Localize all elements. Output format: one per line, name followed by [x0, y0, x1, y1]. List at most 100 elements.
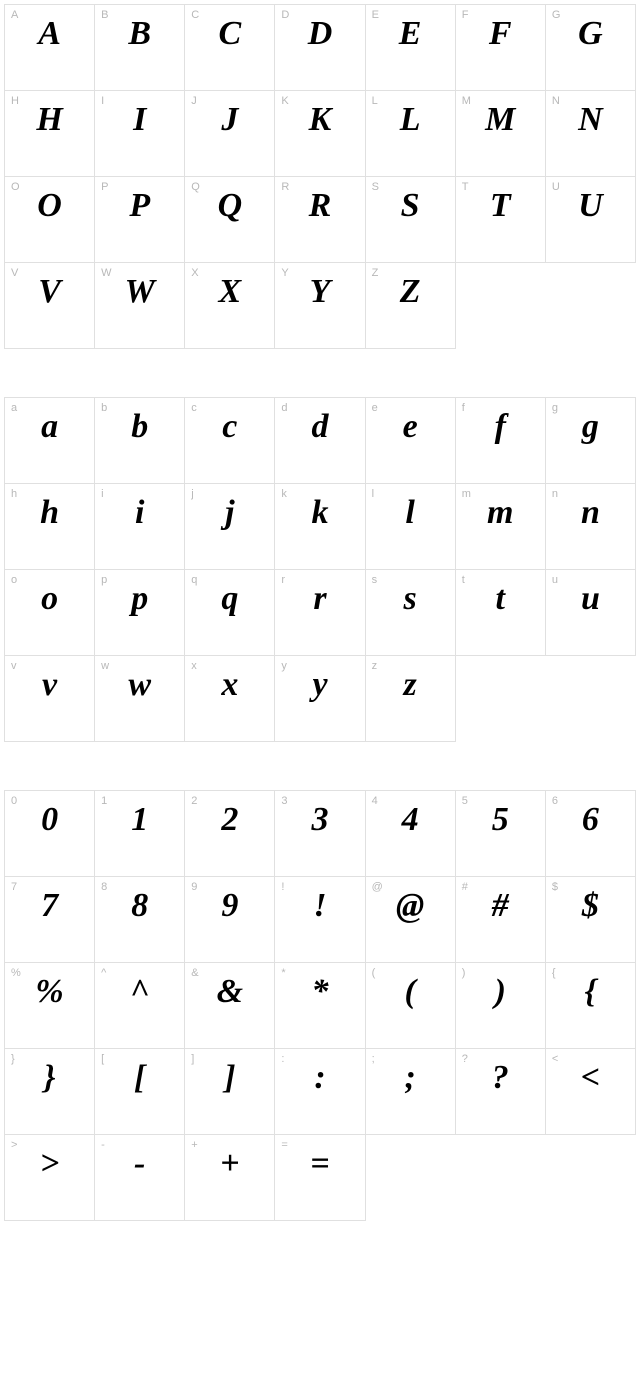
char-cell-glyph: c: [185, 408, 274, 446]
char-cell[interactable]: tt: [456, 570, 546, 656]
char-cell[interactable]: AA: [5, 5, 95, 91]
char-cell[interactable]: mm: [456, 484, 546, 570]
char-cell[interactable]: EE: [366, 5, 456, 91]
char-cell[interactable]: ZZ: [366, 263, 456, 349]
char-cell[interactable]: jj: [185, 484, 275, 570]
char-cell[interactable]: ]]: [185, 1049, 275, 1135]
char-cell[interactable]: ww: [95, 656, 185, 742]
char-cell-glyph: $: [546, 887, 635, 925]
char-cell[interactable]: yy: [275, 656, 365, 742]
char-cell[interactable]: WW: [95, 263, 185, 349]
char-cell[interactable]: }}: [5, 1049, 95, 1135]
char-cell-glyph: ;: [366, 1059, 455, 1097]
char-cell[interactable]: ==: [275, 1135, 365, 1221]
char-cell[interactable]: YY: [275, 263, 365, 349]
char-cell[interactable]: nn: [546, 484, 636, 570]
char-cell[interactable]: NN: [546, 91, 636, 177]
char-cell[interactable]: 22: [185, 791, 275, 877]
char-cell[interactable]: ^^: [95, 963, 185, 1049]
char-cell[interactable]: II: [95, 91, 185, 177]
char-cell[interactable]: QQ: [185, 177, 275, 263]
char-cell[interactable]: ss: [366, 570, 456, 656]
char-cell[interactable]: zz: [366, 656, 456, 742]
char-cell[interactable]: uu: [546, 570, 636, 656]
char-cell[interactable]: xx: [185, 656, 275, 742]
char-cell[interactable]: XX: [185, 263, 275, 349]
char-cell-glyph: 9: [185, 887, 274, 925]
char-cell[interactable]: VV: [5, 263, 95, 349]
char-cell[interactable]: ;;: [366, 1049, 456, 1135]
char-cell[interactable]: 66: [546, 791, 636, 877]
char-cell[interactable]: KK: [275, 91, 365, 177]
char-cell[interactable]: ee: [366, 398, 456, 484]
char-cell[interactable]: HH: [5, 91, 95, 177]
char-cell[interactable]: ##: [456, 877, 546, 963]
char-cell[interactable]: JJ: [185, 91, 275, 177]
char-cell[interactable]: vv: [5, 656, 95, 742]
char-cell[interactable]: dd: [275, 398, 365, 484]
char-cell[interactable]: 77: [5, 877, 95, 963]
char-cell[interactable]: GG: [546, 5, 636, 91]
char-cell[interactable]: SS: [366, 177, 456, 263]
char-cell[interactable]: kk: [275, 484, 365, 570]
char-cell[interactable]: DD: [275, 5, 365, 91]
char-cell-glyph: h: [5, 494, 94, 532]
char-cell[interactable]: ((: [366, 963, 456, 1049]
char-cell[interactable]: aa: [5, 398, 95, 484]
char-cell[interactable]: RR: [275, 177, 365, 263]
char-cell[interactable]: <<: [546, 1049, 636, 1135]
char-cell-glyph: C: [185, 15, 274, 53]
char-cell-glyph: 8: [95, 887, 184, 925]
char-cell[interactable]: BB: [95, 5, 185, 91]
char-cell[interactable]: ++: [185, 1135, 275, 1221]
char-cell[interactable]: [[: [95, 1049, 185, 1135]
char-cell[interactable]: LL: [366, 91, 456, 177]
char-cell[interactable]: 33: [275, 791, 365, 877]
char-cell[interactable]: 44: [366, 791, 456, 877]
char-cell[interactable]: {{: [546, 963, 636, 1049]
char-cell-glyph: ): [456, 973, 545, 1011]
char-cell-glyph: 2: [185, 801, 274, 839]
char-cell[interactable]: ??: [456, 1049, 546, 1135]
char-cell[interactable]: @@: [366, 877, 456, 963]
char-cell-glyph: }: [5, 1059, 94, 1097]
char-cell[interactable]: CC: [185, 5, 275, 91]
char-cell[interactable]: bb: [95, 398, 185, 484]
char-cell[interactable]: )): [456, 963, 546, 1049]
char-cell[interactable]: hh: [5, 484, 95, 570]
char-cell[interactable]: qq: [185, 570, 275, 656]
char-cell[interactable]: **: [275, 963, 365, 1049]
char-cell[interactable]: TT: [456, 177, 546, 263]
char-cell[interactable]: 00: [5, 791, 95, 877]
char-cell[interactable]: 11: [95, 791, 185, 877]
char-cell[interactable]: ll: [366, 484, 456, 570]
char-cell[interactable]: ff: [456, 398, 546, 484]
char-cell[interactable]: OO: [5, 177, 95, 263]
char-cell[interactable]: 88: [95, 877, 185, 963]
char-cell[interactable]: rr: [275, 570, 365, 656]
char-cell[interactable]: cc: [185, 398, 275, 484]
char-cell[interactable]: FF: [456, 5, 546, 91]
char-cell-glyph: :: [275, 1059, 364, 1097]
char-cell[interactable]: 99: [185, 877, 275, 963]
char-cell[interactable]: UU: [546, 177, 636, 263]
char-cell[interactable]: $$: [546, 877, 636, 963]
char-cell[interactable]: --: [95, 1135, 185, 1221]
char-cell-glyph: <: [546, 1059, 635, 1097]
char-cell-glyph: A: [5, 15, 94, 53]
char-cell[interactable]: oo: [5, 570, 95, 656]
char-cell[interactable]: ii: [95, 484, 185, 570]
char-cell-glyph: >: [5, 1145, 94, 1183]
char-cell[interactable]: gg: [546, 398, 636, 484]
char-cell-glyph: l: [366, 494, 455, 532]
char-cell[interactable]: &&: [185, 963, 275, 1049]
char-cell[interactable]: MM: [456, 91, 546, 177]
char-cell[interactable]: !!: [275, 877, 365, 963]
char-cell[interactable]: PP: [95, 177, 185, 263]
char-cell[interactable]: pp: [95, 570, 185, 656]
char-cell[interactable]: ::: [275, 1049, 365, 1135]
char-cell[interactable]: >>: [5, 1135, 95, 1221]
char-cell-glyph: R: [275, 187, 364, 225]
char-cell[interactable]: 55: [456, 791, 546, 877]
char-cell[interactable]: %%: [5, 963, 95, 1049]
